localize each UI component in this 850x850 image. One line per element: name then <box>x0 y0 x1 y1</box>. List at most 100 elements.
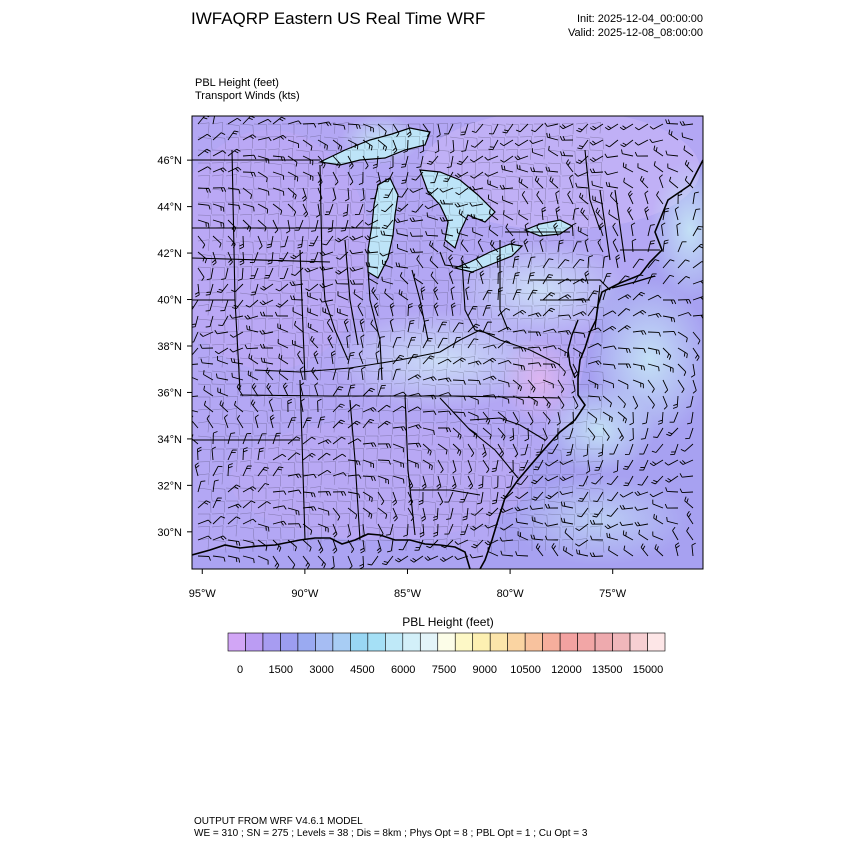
wind-barb <box>512 272 520 285</box>
county-line <box>576 396 589 408</box>
county-line <box>225 513 238 525</box>
county-line <box>393 461 408 475</box>
county-line <box>323 253 339 267</box>
county-line <box>463 174 476 186</box>
county-line <box>211 487 226 501</box>
wind-barb <box>418 491 424 506</box>
wind-barb <box>684 496 694 509</box>
wind-barb <box>197 133 212 141</box>
county-line <box>295 305 308 317</box>
wind-barb <box>542 258 554 269</box>
wind-barb <box>257 219 267 232</box>
wind-barb <box>227 484 241 493</box>
county-line <box>295 396 310 409</box>
wind-barb <box>317 523 329 533</box>
wind-barb <box>199 331 214 337</box>
wind-barb <box>377 123 387 136</box>
wind-barb <box>317 555 326 569</box>
wind-barb <box>692 331 701 345</box>
county-line <box>477 408 489 420</box>
wind-barb <box>488 139 499 151</box>
wind-barb <box>362 387 375 397</box>
map-panel <box>192 116 703 569</box>
county-line <box>253 240 268 253</box>
county-line <box>281 513 296 527</box>
wind-barb <box>465 286 470 301</box>
county-line <box>323 356 336 368</box>
wind-barb <box>535 443 544 456</box>
wind-barb <box>634 506 649 511</box>
colorbar-box <box>315 632 334 652</box>
wind-barb <box>259 329 274 335</box>
wind-barb <box>317 139 328 150</box>
county-line <box>519 123 533 136</box>
wind-barb <box>471 123 484 133</box>
county-line <box>323 538 335 550</box>
county-line <box>281 448 297 462</box>
county-line <box>309 162 323 175</box>
county-line <box>211 227 224 239</box>
lat-tick-label: 34°N <box>157 434 182 446</box>
county-line <box>589 525 602 537</box>
county-line <box>435 513 449 526</box>
county-line <box>309 331 324 344</box>
wind-barb <box>666 427 679 437</box>
wind-barb <box>237 267 244 281</box>
wind-barb <box>192 376 199 381</box>
county-line <box>575 435 590 449</box>
wind-barb <box>362 407 377 413</box>
wind-barb <box>227 555 241 563</box>
wind-barb <box>389 302 395 317</box>
wind-barb <box>692 379 697 394</box>
county-line <box>267 330 279 342</box>
county-line <box>281 265 293 277</box>
wind-barb <box>575 523 589 531</box>
county-line <box>463 370 478 384</box>
county-line <box>295 344 309 357</box>
wind-barb <box>566 443 574 456</box>
county-line <box>351 343 364 355</box>
wind-barb <box>634 521 649 527</box>
wind-barb <box>644 206 650 221</box>
county-line <box>421 317 433 329</box>
county-line <box>393 382 406 394</box>
county-line <box>351 460 364 472</box>
wind-barb <box>497 359 512 365</box>
wind-barb <box>422 394 437 400</box>
county-line <box>533 162 548 176</box>
wind-barb <box>197 148 211 157</box>
wind-barb <box>617 308 631 317</box>
county-line <box>239 357 254 371</box>
county-line <box>268 188 281 200</box>
county-line <box>519 201 532 213</box>
wind-barb <box>609 191 619 205</box>
county-line <box>393 513 409 527</box>
county-line <box>337 318 352 331</box>
county-line <box>589 279 602 291</box>
wind-barb <box>439 216 454 222</box>
county-line <box>589 136 604 150</box>
wind-barb <box>407 354 418 365</box>
wind-barb <box>212 515 226 525</box>
wind-barb <box>542 395 551 409</box>
county-line <box>589 487 604 501</box>
wind-barb <box>443 171 454 182</box>
county-line <box>309 318 325 332</box>
county-line <box>519 435 532 447</box>
county-line <box>533 279 548 293</box>
county-line <box>239 526 255 540</box>
county-line <box>505 526 520 540</box>
wind-barb <box>452 322 464 333</box>
county-line <box>575 149 590 162</box>
wind-barb <box>192 395 199 398</box>
county-line <box>505 461 521 475</box>
wind-barb <box>257 136 272 142</box>
county-line <box>505 409 520 423</box>
wind-barb <box>302 555 310 569</box>
county-line <box>575 473 588 485</box>
wind-barb <box>197 519 212 525</box>
wind-barb <box>664 503 679 509</box>
county-line <box>505 123 520 136</box>
county-line <box>379 175 394 189</box>
wind-barb <box>597 238 604 253</box>
